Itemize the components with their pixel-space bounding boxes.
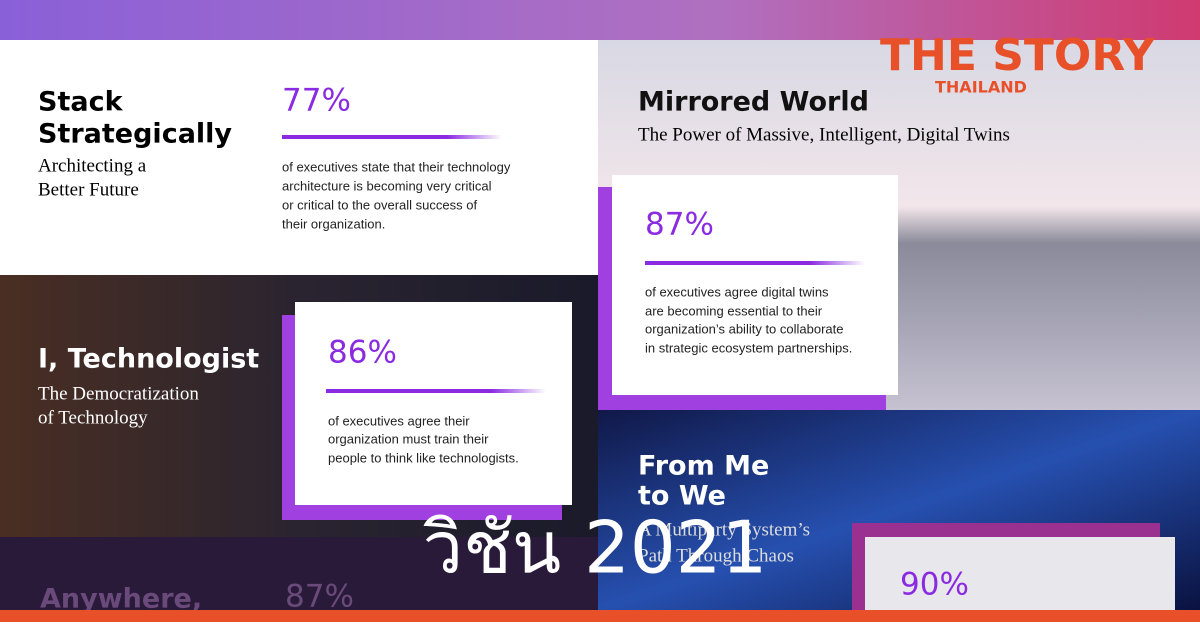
- body: organization must train their: [328, 431, 489, 446]
- bottom-bar: [0, 610, 1200, 622]
- stat: 86%: [328, 335, 397, 371]
- stat: 90%: [900, 567, 969, 603]
- title: Mirrored World: [638, 87, 869, 118]
- body: people to think like technologists.: [328, 450, 519, 465]
- body: architecture is becoming very critical: [282, 178, 492, 193]
- stat: 77%: [282, 83, 351, 119]
- body: or critical to the overall success of: [282, 197, 477, 212]
- subtitle: Better Future: [38, 179, 139, 200]
- panel-bg: [0, 537, 598, 610]
- body: of executives agree digital twins: [645, 284, 829, 299]
- subtitle: Architecting a: [38, 155, 147, 176]
- stat: 87%: [645, 207, 714, 243]
- logo-title: THE STORY: [880, 30, 1156, 81]
- subtitle: A Multiparty System’s: [638, 519, 810, 540]
- body: in strategic ecosystem partnerships.: [645, 340, 852, 355]
- title: to We: [638, 481, 726, 512]
- title: From Me: [638, 451, 769, 482]
- title: I, Technologist: [38, 344, 259, 375]
- logo-subtitle: THAILAND: [935, 78, 1027, 97]
- card: [612, 175, 898, 395]
- headline: วิชัน 2021: [423, 506, 768, 590]
- panel-bg: [0, 40, 598, 275]
- subtitle: The Power of Massive, Intelligent, Digit…: [638, 124, 1010, 145]
- body: of executives agree their: [328, 413, 470, 428]
- top-band: [0, 0, 1200, 40]
- stat: 87%: [285, 579, 354, 615]
- card: [865, 537, 1175, 610]
- card: [295, 302, 572, 505]
- subtitle: The Democratization: [38, 383, 199, 404]
- subtitle: of Technology: [38, 407, 148, 428]
- body: are becoming essential to their: [645, 303, 823, 318]
- body: of executives state that their technolog…: [282, 159, 511, 174]
- body: their organization.: [282, 216, 385, 231]
- title: Strategically: [38, 119, 232, 150]
- stat-bar: [282, 135, 502, 139]
- body: organization’s ability to collaborate: [645, 321, 844, 336]
- title: Anywhere,: [40, 584, 202, 615]
- stat-bar: [645, 261, 865, 265]
- stat-bar: [326, 389, 546, 393]
- title: Stack: [38, 87, 124, 118]
- subtitle: Path Through Chaos: [638, 545, 794, 566]
